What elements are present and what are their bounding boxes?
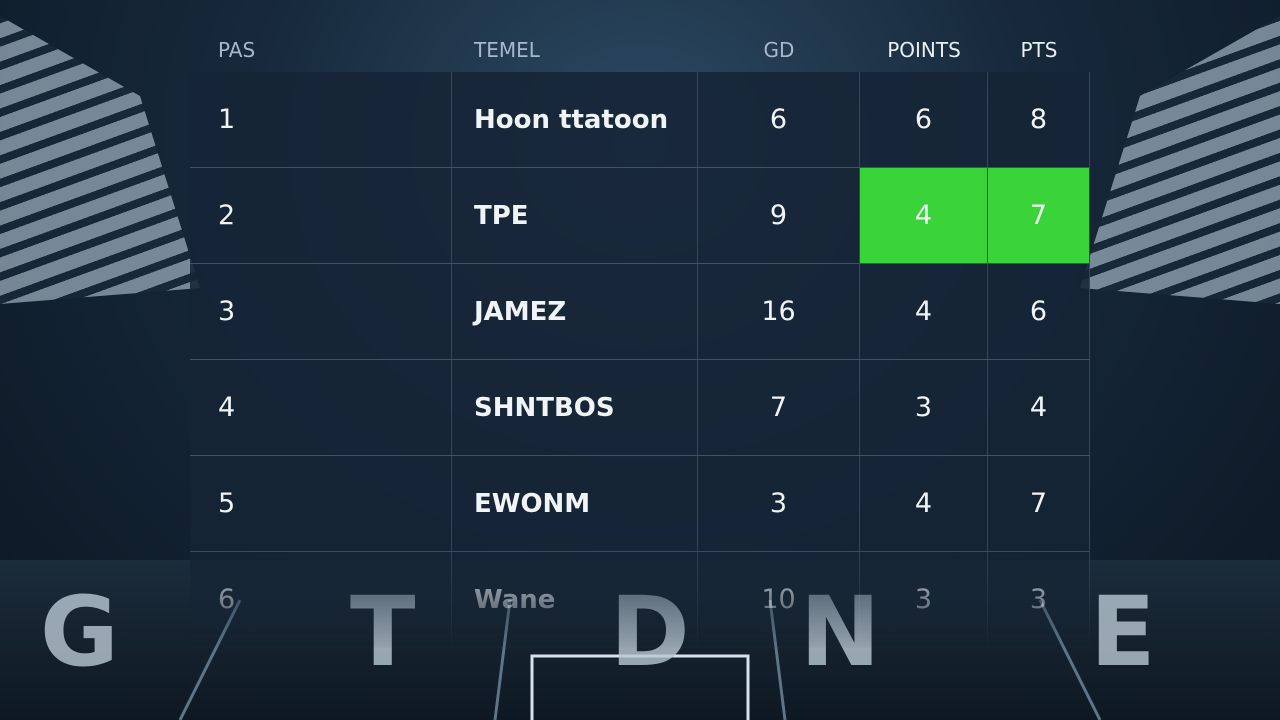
table-cell: 7	[988, 456, 1090, 551]
column-header: PAS	[218, 38, 256, 62]
table-cell: 5	[190, 456, 452, 551]
table-cell: 4	[860, 456, 988, 551]
table-cell: 1	[190, 72, 452, 167]
table-cell: 4	[860, 168, 988, 263]
field-letter: G	[40, 576, 119, 688]
table-cell: TPE	[452, 168, 698, 263]
table-cell: 16	[698, 264, 860, 359]
table-cell: 3	[988, 552, 1090, 647]
table-cell: 7	[698, 360, 860, 455]
table-cell: Wane	[452, 552, 698, 647]
table-row: 4 SHNTBOS 7 3 4	[190, 360, 1090, 456]
column-header: PTS	[1020, 38, 1058, 62]
table-cell: 4	[190, 360, 452, 455]
table-row: 2 TPE 9 4 7	[190, 168, 1090, 264]
table-cell: 7	[988, 168, 1090, 263]
table-cell: 9	[698, 168, 860, 263]
table-cell: 3	[860, 552, 988, 647]
table-cell: Hoon ttatoon	[452, 72, 698, 167]
table-row: 1 Hoon ttatoon 6 6 8	[190, 72, 1090, 168]
table-cell: 2	[190, 168, 452, 263]
table-cell: 6	[190, 552, 452, 647]
stadium-lights	[0, 16, 200, 304]
table-cell: 3	[860, 360, 988, 455]
table-row: 5 EWONM 3 4 7	[190, 456, 1090, 552]
table-cell: 8	[988, 72, 1090, 167]
stadium-lights	[1080, 16, 1280, 304]
table-cell: 4	[988, 360, 1090, 455]
table-cell: JAMEZ	[452, 264, 698, 359]
table-cell: 6	[698, 72, 860, 167]
table-row: 6 Wane 10 3 3	[190, 552, 1090, 648]
table-cell: 10	[698, 552, 860, 647]
table-cell: 6	[860, 72, 988, 167]
column-header: TEMEL	[474, 38, 540, 62]
column-header: GD	[763, 38, 795, 62]
table-row: 3 JAMEZ 16 4 6	[190, 264, 1090, 360]
table-cell: SHNTBOS	[452, 360, 698, 455]
standings-table: 1 Hoon ttatoon 6 6 8 2 TPE 9 4 7 3 JAMEZ 16 4 6 4 SHNTBO…	[190, 72, 1090, 652]
table-cell: 3	[190, 264, 452, 359]
table-cell: 3	[698, 456, 860, 551]
field-letter: E	[1090, 576, 1156, 688]
table-cell: 6	[988, 264, 1090, 359]
table-cell: 4	[860, 264, 988, 359]
table-cell: EWONM	[452, 456, 698, 551]
column-header: POINTS	[887, 38, 961, 62]
